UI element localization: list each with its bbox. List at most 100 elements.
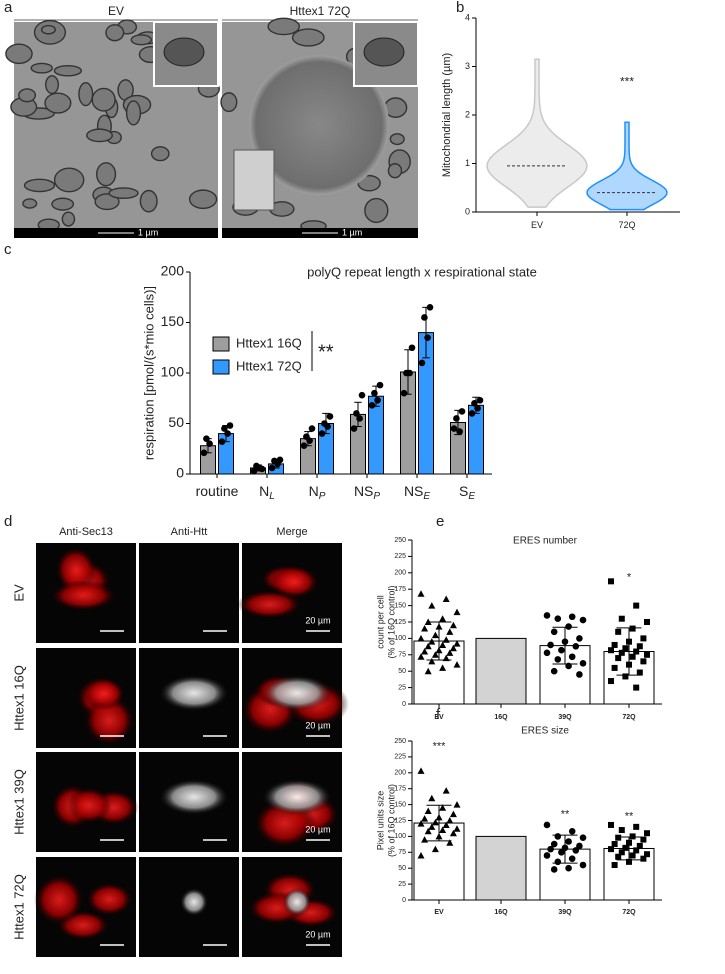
significance: ***	[620, 74, 634, 88]
data-point	[622, 673, 629, 680]
data-point	[558, 849, 565, 856]
data-point	[271, 457, 278, 465]
y-tick-label: 250	[394, 537, 406, 544]
data-point	[550, 840, 558, 848]
data-point	[633, 847, 640, 854]
data-point	[453, 640, 461, 647]
data-point	[417, 767, 425, 774]
y-tick-label: 75	[398, 849, 406, 856]
significance: **	[625, 811, 634, 823]
data-point	[318, 430, 326, 437]
significance: **	[561, 809, 570, 821]
x-tick-label: 39Q	[558, 714, 572, 721]
data-point	[568, 855, 576, 862]
x-tick-label: EV	[531, 220, 543, 230]
data-point	[615, 834, 622, 841]
data-point	[554, 656, 562, 663]
data-point	[442, 595, 450, 603]
y-tick-label: 50	[398, 865, 406, 872]
y-tick-label: 2	[465, 109, 470, 119]
scale-label: 20 µm	[305, 929, 330, 939]
data-point	[633, 823, 640, 830]
data-point	[308, 425, 316, 432]
data-point	[428, 602, 436, 609]
data-point	[442, 654, 450, 662]
legend-swatch	[212, 359, 230, 375]
category-name: N	[309, 483, 319, 499]
organelle	[150, 146, 170, 162]
category-subscript: L	[269, 491, 275, 502]
red-signal	[82, 677, 126, 711]
legend-swatch	[212, 336, 230, 352]
data-point	[424, 827, 432, 835]
data-point	[608, 647, 614, 654]
organelle	[23, 178, 56, 193]
y-tick-label: 225	[394, 553, 406, 560]
red-signal	[85, 882, 134, 917]
data-point	[442, 787, 450, 794]
scale-label: 20 µm	[305, 824, 330, 834]
y-tick-label: 100	[394, 635, 406, 642]
red-signal	[67, 786, 112, 825]
significance: **	[318, 341, 334, 363]
data-point	[200, 449, 208, 457]
y-tick-label: 100	[161, 364, 185, 380]
organelle	[53, 65, 82, 77]
panel-label: f	[436, 706, 441, 723]
data-point	[421, 815, 429, 822]
organelle	[91, 87, 116, 112]
data-point	[326, 413, 334, 420]
y-tick-label: 250	[394, 738, 406, 745]
x-tick-label: NL	[259, 483, 275, 502]
data-point	[543, 649, 551, 657]
y-tick-label: 150	[161, 313, 185, 329]
image-label: Httex1 72Q	[290, 4, 351, 18]
data-point	[300, 442, 308, 450]
data-point	[431, 845, 439, 853]
y-tick-label: 125	[394, 619, 406, 626]
data-point	[424, 642, 432, 650]
data-point	[353, 410, 360, 417]
y-tick-label: 50	[168, 414, 184, 430]
organelle	[389, 133, 405, 146]
category-name: NS	[354, 483, 373, 499]
x-tick-label: SE	[459, 483, 475, 502]
red-signal	[33, 873, 85, 926]
data-point	[453, 825, 461, 832]
scale-label: 20 µm	[305, 615, 330, 625]
data-point	[611, 862, 618, 869]
organelle	[22, 198, 38, 209]
organelle	[220, 92, 238, 113]
organelle	[130, 34, 153, 46]
data-point	[417, 851, 425, 859]
x-tick-label: 39Q	[558, 909, 572, 916]
bar	[475, 637, 527, 705]
data-point	[221, 425, 228, 432]
data-point	[644, 651, 650, 658]
y-tick-label: 150	[394, 602, 406, 609]
y-tick-label: 4	[465, 12, 470, 22]
organelle	[53, 167, 85, 193]
data-point	[426, 304, 434, 311]
scale-label: 20 µm	[305, 720, 330, 730]
y-axis-label: Mitochondrial length (µm)	[441, 53, 453, 177]
violin	[486, 58, 588, 208]
y-tick-label: 75	[398, 652, 406, 659]
significance: ***	[433, 741, 447, 753]
data-point	[453, 415, 460, 422]
data-point	[439, 664, 447, 671]
violin	[586, 121, 668, 211]
data-point	[633, 648, 640, 655]
y-axis-label: Pixel units size	[375, 791, 385, 851]
data-point	[428, 657, 436, 665]
organelle	[108, 187, 139, 199]
x-tick-label: EV	[434, 714, 444, 721]
bar	[475, 835, 527, 901]
data-point	[449, 810, 457, 818]
x-tick-label: NSP	[354, 483, 380, 502]
data-point	[376, 381, 384, 389]
organelle	[125, 100, 142, 126]
organelle	[105, 24, 125, 42]
organelle	[364, 197, 389, 224]
